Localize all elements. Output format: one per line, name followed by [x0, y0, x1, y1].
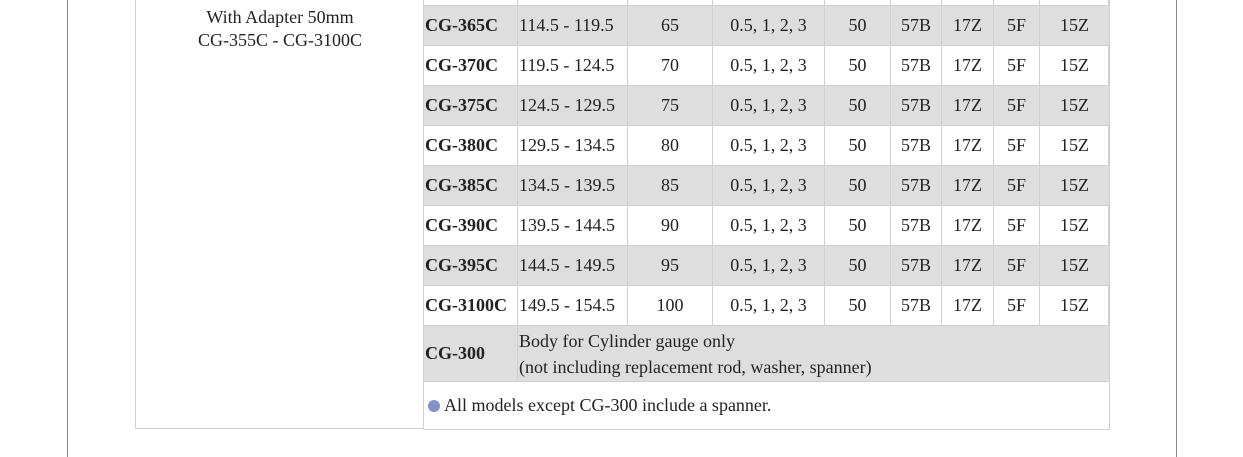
model-cell: CG-390C — [423, 205, 518, 246]
adapter-description-cell: With Adapter 50mm CG-355C - CG-3100C — [136, 0, 424, 428]
washer-cell: 0.5, 1, 2, 3 — [712, 205, 825, 246]
rod-cell: 80 — [627, 125, 713, 166]
model-cell: CG-395C — [423, 245, 518, 286]
depth-cell: 50 — [824, 245, 891, 286]
rod-cell: 75 — [627, 85, 713, 126]
code-cell: 57B — [890, 165, 942, 206]
description-line: (not including replacement rod, washer, … — [519, 356, 872, 377]
depth-cell: 50 — [824, 45, 891, 86]
washer-cell: 0.5, 1, 2, 3 — [712, 125, 825, 166]
code-cell: 5F — [993, 205, 1040, 246]
spec-table: CG-365C 114.5 - 119.5 65 0.5, 1, 2, 3 50… — [423, 0, 1110, 430]
note-cell: All models except CG-300 include a spann… — [423, 381, 1110, 430]
code-cell: 5F — [993, 245, 1040, 286]
adapter-model-range: CG-355C - CG-3100C — [197, 30, 362, 50]
code-cell: 5F — [993, 45, 1040, 86]
rod-cell: 95 — [627, 245, 713, 286]
adapter-label: With Adapter 50mm — [206, 7, 354, 27]
rod-cell: 70 — [627, 45, 713, 86]
code-cell: 15Z — [1039, 85, 1110, 126]
depth-cell: 50 — [824, 205, 891, 246]
range-cell: 114.5 - 119.5 — [517, 5, 628, 46]
code-cell: 15Z — [1039, 285, 1110, 326]
model-cell: CG-370C — [423, 45, 518, 86]
code-cell: 15Z — [1039, 45, 1110, 86]
model-cell: CG-375C — [423, 85, 518, 126]
table-row-body-only: CG-300 Body for Cylinder gauge only (not… — [423, 325, 1110, 382]
table-row: CG-380C 129.5 - 134.5 80 0.5, 1, 2, 3 50… — [423, 125, 1110, 166]
note-text: All models except CG-300 include a spann… — [444, 395, 772, 415]
model-cell: CG-3100C — [423, 285, 518, 326]
range-cell: 139.5 - 144.5 — [517, 205, 628, 246]
bullet-icon — [428, 400, 440, 412]
code-cell: 15Z — [1039, 205, 1110, 246]
rod-cell: 65 — [627, 5, 713, 46]
range-cell: 134.5 - 139.5 — [517, 165, 628, 206]
code-cell: 17Z — [941, 85, 994, 126]
table-row: CG-370C 119.5 - 124.5 70 0.5, 1, 2, 3 50… — [423, 45, 1110, 86]
code-cell: 57B — [890, 245, 942, 286]
model-cell: CG-300 — [423, 325, 518, 382]
table-row: CG-365C 114.5 - 119.5 65 0.5, 1, 2, 3 50… — [423, 5, 1110, 46]
page-frame-left-border — [67, 0, 68, 457]
washer-cell: 0.5, 1, 2, 3 — [712, 85, 825, 126]
range-cell: 149.5 - 154.5 — [517, 285, 628, 326]
code-cell: 5F — [993, 165, 1040, 206]
range-cell: 119.5 - 124.5 — [517, 45, 628, 86]
washer-cell: 0.5, 1, 2, 3 — [712, 45, 825, 86]
code-cell: 57B — [890, 125, 942, 166]
table-row: CG-375C 124.5 - 129.5 75 0.5, 1, 2, 3 50… — [423, 85, 1110, 126]
code-cell: 17Z — [941, 245, 994, 286]
washer-cell: 0.5, 1, 2, 3 — [712, 5, 825, 46]
depth-cell: 50 — [824, 125, 891, 166]
table-row-note: All models except CG-300 include a spann… — [423, 381, 1110, 430]
code-cell: 5F — [993, 285, 1040, 326]
depth-cell: 50 — [824, 165, 891, 206]
code-cell: 57B — [890, 5, 942, 46]
rod-cell: 90 — [627, 205, 713, 246]
code-cell: 17Z — [941, 205, 994, 246]
table-row: CG-385C 134.5 - 139.5 85 0.5, 1, 2, 3 50… — [423, 165, 1110, 206]
code-cell: 5F — [993, 125, 1040, 166]
washer-cell: 0.5, 1, 2, 3 — [712, 285, 825, 326]
code-cell: 15Z — [1039, 5, 1110, 46]
code-cell: 17Z — [941, 5, 994, 46]
page-frame-right-border — [1176, 0, 1177, 457]
depth-cell: 50 — [824, 85, 891, 126]
model-cell: CG-365C — [423, 5, 518, 46]
depth-cell: 50 — [824, 5, 891, 46]
description-cell: Body for Cylinder gauge only (not includ… — [517, 325, 1110, 382]
code-cell: 5F — [993, 5, 1040, 46]
code-cell: 5F — [993, 85, 1040, 126]
table-row: CG-395C 144.5 - 149.5 95 0.5, 1, 2, 3 50… — [423, 245, 1110, 286]
range-cell: 129.5 - 134.5 — [517, 125, 628, 166]
code-cell: 15Z — [1039, 125, 1110, 166]
table-row: CG-390C 139.5 - 144.5 90 0.5, 1, 2, 3 50… — [423, 205, 1110, 246]
washer-cell: 0.5, 1, 2, 3 — [712, 165, 825, 206]
code-cell: 57B — [890, 85, 942, 126]
code-cell: 15Z — [1039, 245, 1110, 286]
depth-cell: 50 — [824, 285, 891, 326]
code-cell: 57B — [890, 45, 942, 86]
code-cell: 17Z — [941, 285, 994, 326]
range-cell: 144.5 - 149.5 — [517, 245, 628, 286]
rod-cell: 85 — [627, 165, 713, 206]
code-cell: 57B — [890, 285, 942, 326]
range-cell: 124.5 - 129.5 — [517, 85, 628, 126]
description-line: Body for Cylinder gauge only — [519, 330, 735, 351]
code-cell: 57B — [890, 205, 942, 246]
washer-cell: 0.5, 1, 2, 3 — [712, 245, 825, 286]
rod-cell: 100 — [627, 285, 713, 326]
code-cell: 17Z — [941, 125, 994, 166]
model-cell: CG-380C — [423, 125, 518, 166]
code-cell: 17Z — [941, 165, 994, 206]
table-row: CG-3100C 149.5 - 154.5 100 0.5, 1, 2, 3 … — [423, 285, 1110, 326]
model-cell: CG-385C — [423, 165, 518, 206]
code-cell: 17Z — [941, 45, 994, 86]
code-cell: 15Z — [1039, 165, 1110, 206]
